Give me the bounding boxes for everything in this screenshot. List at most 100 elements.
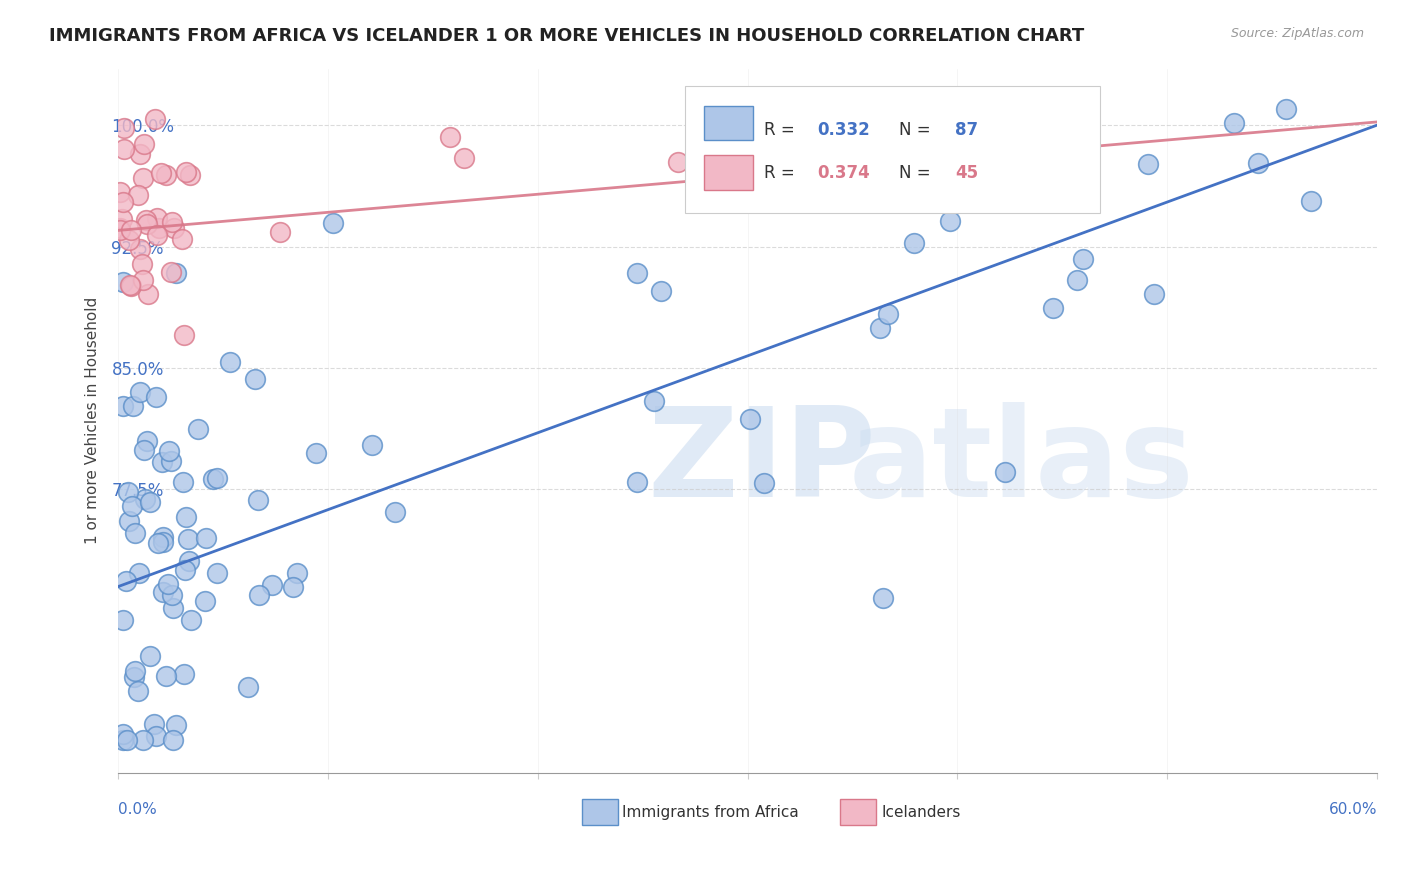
Point (115, 733, 138, 747)
Point (148, 220, 170, 235)
Point (111, 194, 134, 209)
Point (754, 475, 776, 490)
Point (111, 613, 134, 627)
Point (247, 588, 270, 602)
Point (145, 211, 167, 225)
Point (173, 327, 195, 342)
Point (782, 183, 804, 197)
Point (139, 649, 162, 664)
Point (170, 232, 193, 246)
Point (1137, 157, 1160, 171)
Text: atlas: atlas (848, 402, 1194, 524)
Point (111, 399, 134, 413)
Point (159, 265, 181, 279)
Point (152, 585, 174, 599)
Point (305, 446, 328, 460)
Text: Immigrants from Africa: Immigrants from Africa (621, 805, 799, 820)
Point (145, 729, 167, 743)
Point (869, 320, 891, 334)
Point (201, 472, 224, 486)
Point (269, 225, 291, 239)
Point (146, 536, 169, 550)
Point (145, 390, 167, 404)
Point (285, 566, 308, 581)
Point (129, 384, 152, 399)
Point (132, 273, 155, 287)
Text: ZIP: ZIP (647, 402, 876, 524)
FancyBboxPatch shape (703, 155, 752, 190)
Point (939, 213, 962, 227)
Point (112, 275, 135, 289)
Point (177, 554, 200, 568)
Text: N =: N = (898, 120, 935, 139)
Point (127, 684, 149, 698)
Point (134, 492, 156, 507)
Text: Icelanders: Icelanders (882, 805, 960, 820)
Point (825, 116, 848, 130)
Point (1223, 115, 1246, 129)
Point (152, 530, 174, 544)
Point (260, 578, 283, 592)
Point (128, 242, 150, 256)
Point (149, 166, 172, 180)
Point (165, 718, 187, 732)
Point (115, 574, 138, 588)
Point (124, 664, 146, 678)
Point (127, 187, 149, 202)
Point (174, 509, 197, 524)
Point (134, 443, 156, 458)
Point (180, 613, 202, 627)
Point (960, 150, 983, 164)
Point (218, 355, 240, 369)
Point (124, 525, 146, 540)
Point (162, 601, 184, 615)
Text: 0.332: 0.332 (817, 120, 870, 139)
Point (194, 593, 217, 607)
Point (111, 726, 134, 740)
Point (131, 257, 153, 271)
Point (911, 184, 934, 198)
Point (740, 412, 762, 426)
Point (122, 399, 145, 413)
Point (120, 279, 142, 293)
Point (110, 222, 132, 236)
Point (1247, 156, 1270, 170)
Point (666, 155, 689, 169)
Text: Source: ZipAtlas.com: Source: ZipAtlas.com (1230, 27, 1364, 40)
Point (173, 666, 195, 681)
Point (110, 185, 132, 199)
Point (177, 532, 200, 546)
Point (247, 492, 270, 507)
FancyBboxPatch shape (703, 106, 752, 140)
Point (281, 580, 304, 594)
Point (150, 455, 173, 469)
Point (162, 220, 184, 235)
Point (453, 152, 475, 166)
Point (152, 534, 174, 549)
Point (195, 531, 218, 545)
Point (361, 437, 384, 451)
Point (135, 434, 157, 448)
Point (155, 168, 177, 182)
Point (322, 216, 344, 230)
Y-axis label: 1 or more Vehicles in Household: 1 or more Vehicles in Household (86, 297, 100, 544)
Point (173, 563, 195, 577)
Point (136, 217, 159, 231)
Point (118, 233, 141, 247)
FancyBboxPatch shape (582, 799, 619, 825)
Point (136, 287, 159, 301)
Point (1274, 102, 1296, 116)
Point (111, 212, 134, 227)
Point (120, 223, 142, 237)
Point (157, 443, 180, 458)
Point (1042, 301, 1064, 315)
Text: 87: 87 (955, 120, 979, 139)
Text: R =: R = (763, 164, 800, 182)
Point (872, 591, 894, 605)
Point (205, 566, 228, 580)
Point (172, 475, 194, 489)
Point (128, 566, 150, 580)
Point (162, 588, 184, 602)
Point (243, 372, 266, 386)
Point (118, 514, 141, 528)
